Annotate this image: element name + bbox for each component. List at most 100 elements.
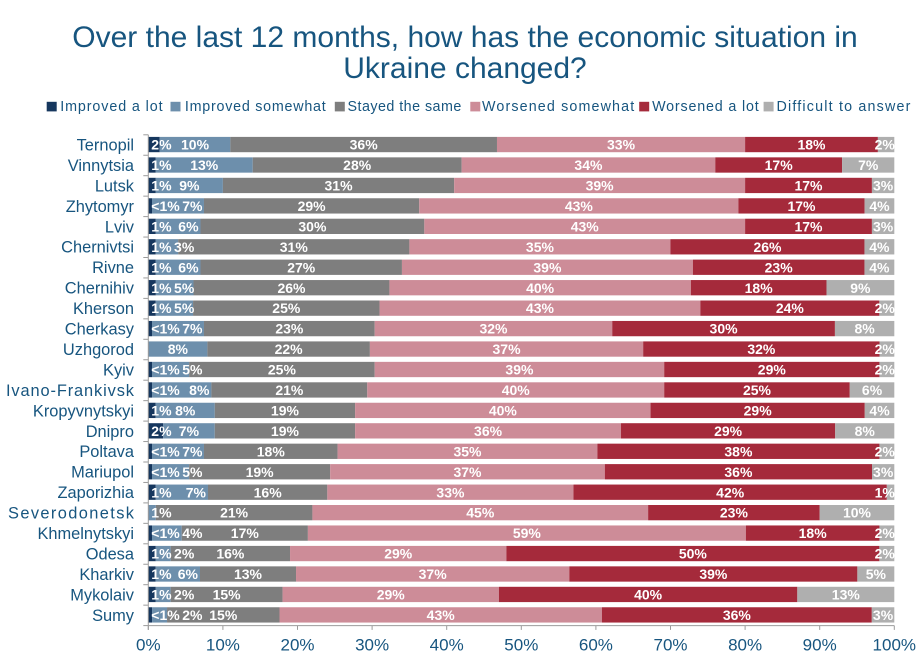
svg-text:5%: 5% bbox=[174, 280, 195, 296]
svg-text:16%: 16% bbox=[216, 546, 245, 562]
svg-text:36%: 36% bbox=[474, 423, 503, 439]
svg-text:10%: 10% bbox=[206, 635, 240, 654]
svg-text:Chernihiv: Chernihiv bbox=[65, 280, 135, 298]
svg-text:15%: 15% bbox=[209, 607, 238, 623]
svg-text:6%: 6% bbox=[178, 259, 199, 275]
svg-text:4%: 4% bbox=[869, 198, 890, 214]
svg-text:27%: 27% bbox=[287, 259, 316, 275]
svg-text:10%: 10% bbox=[843, 505, 872, 521]
svg-text:43%: 43% bbox=[526, 300, 555, 316]
svg-text:6%: 6% bbox=[862, 382, 883, 398]
svg-text:<1%: <1% bbox=[151, 607, 180, 623]
svg-text:42%: 42% bbox=[716, 484, 745, 500]
svg-text:<1%: <1% bbox=[151, 443, 180, 459]
svg-text:Chernivtsi: Chernivtsi bbox=[61, 239, 134, 257]
svg-text:32%: 32% bbox=[479, 321, 508, 337]
svg-text:29%: 29% bbox=[384, 546, 413, 562]
svg-text:10%: 10% bbox=[181, 137, 210, 153]
svg-text:17%: 17% bbox=[765, 157, 794, 173]
svg-text:26%: 26% bbox=[753, 239, 782, 255]
svg-text:23%: 23% bbox=[720, 505, 749, 521]
svg-text:45%: 45% bbox=[466, 505, 495, 521]
svg-text:2%: 2% bbox=[875, 443, 896, 459]
svg-text:2%: 2% bbox=[182, 607, 203, 623]
svg-text:17%: 17% bbox=[794, 218, 823, 234]
svg-text:5%: 5% bbox=[174, 300, 195, 316]
svg-text:Kherson: Kherson bbox=[73, 300, 134, 318]
svg-text:23%: 23% bbox=[765, 259, 794, 275]
svg-text:1%: 1% bbox=[151, 566, 172, 582]
svg-text:43%: 43% bbox=[565, 198, 594, 214]
svg-text:<1%: <1% bbox=[151, 362, 180, 378]
svg-text:3%: 3% bbox=[873, 218, 894, 234]
svg-text:33%: 33% bbox=[436, 484, 465, 500]
svg-text:33%: 33% bbox=[607, 137, 636, 153]
svg-text:Improved somewhat: Improved somewhat bbox=[185, 99, 326, 115]
svg-text:8%: 8% bbox=[855, 423, 876, 439]
svg-text:13%: 13% bbox=[234, 566, 263, 582]
svg-text:18%: 18% bbox=[799, 525, 828, 541]
svg-text:Difficult to answer: Difficult to answer bbox=[777, 99, 911, 115]
svg-text:80%: 80% bbox=[728, 635, 762, 654]
svg-text:23%: 23% bbox=[275, 321, 304, 337]
svg-text:19%: 19% bbox=[271, 402, 300, 418]
svg-text:Lutsk: Lutsk bbox=[95, 177, 135, 195]
svg-text:37%: 37% bbox=[419, 566, 448, 582]
svg-text:Over the last 12 months, how h: Over the last 12 months, how has the eco… bbox=[72, 21, 857, 54]
svg-text:Lviv: Lviv bbox=[105, 218, 135, 236]
svg-text:43%: 43% bbox=[427, 607, 456, 623]
svg-text:Khmelnytskyi: Khmelnytskyi bbox=[37, 525, 134, 543]
svg-text:9%: 9% bbox=[179, 178, 200, 194]
svg-text:2%: 2% bbox=[174, 587, 195, 603]
svg-text:40%: 40% bbox=[430, 635, 464, 654]
svg-text:Uzhgorod: Uzhgorod bbox=[63, 341, 134, 359]
svg-text:30%: 30% bbox=[298, 218, 327, 234]
svg-text:35%: 35% bbox=[526, 239, 555, 255]
svg-text:50%: 50% bbox=[504, 635, 538, 654]
svg-text:Stayed the same: Stayed the same bbox=[348, 99, 462, 115]
svg-text:90%: 90% bbox=[803, 635, 837, 654]
svg-text:21%: 21% bbox=[275, 382, 304, 398]
svg-text:37%: 37% bbox=[493, 341, 522, 357]
svg-text:2%: 2% bbox=[875, 300, 896, 316]
svg-text:29%: 29% bbox=[714, 423, 743, 439]
svg-text:1%: 1% bbox=[151, 300, 172, 316]
svg-text:29%: 29% bbox=[377, 587, 406, 603]
svg-text:2%: 2% bbox=[875, 546, 896, 562]
svg-text:19%: 19% bbox=[271, 423, 300, 439]
svg-text:9%: 9% bbox=[850, 280, 871, 296]
svg-text:40%: 40% bbox=[489, 402, 518, 418]
svg-text:28%: 28% bbox=[343, 157, 372, 173]
svg-text:16%: 16% bbox=[254, 484, 283, 500]
svg-text:Mykolaiv: Mykolaiv bbox=[70, 586, 135, 604]
svg-text:5%: 5% bbox=[182, 464, 203, 480]
svg-text:Vinnytsia: Vinnytsia bbox=[68, 157, 135, 175]
svg-text:1%: 1% bbox=[151, 402, 172, 418]
svg-text:3%: 3% bbox=[174, 239, 195, 255]
svg-text:7%: 7% bbox=[182, 198, 203, 214]
svg-text:2%: 2% bbox=[875, 341, 896, 357]
svg-text:39%: 39% bbox=[699, 566, 728, 582]
svg-text:29%: 29% bbox=[298, 198, 327, 214]
svg-text:1%: 1% bbox=[151, 239, 172, 255]
svg-text:35%: 35% bbox=[453, 443, 482, 459]
svg-text:2%: 2% bbox=[875, 525, 896, 541]
svg-text:25%: 25% bbox=[268, 362, 297, 378]
svg-text:59%: 59% bbox=[513, 525, 542, 541]
svg-text:2%: 2% bbox=[875, 362, 896, 378]
svg-text:Ukraine changed?: Ukraine changed? bbox=[343, 52, 587, 85]
svg-text:Ternopil: Ternopil bbox=[77, 136, 134, 154]
svg-text:37%: 37% bbox=[453, 464, 482, 480]
svg-text:31%: 31% bbox=[325, 178, 354, 194]
svg-text:34%: 34% bbox=[574, 157, 603, 173]
svg-text:17%: 17% bbox=[231, 525, 260, 541]
svg-text:Poltava: Poltava bbox=[79, 443, 135, 461]
svg-text:13%: 13% bbox=[832, 587, 861, 603]
svg-text:8%: 8% bbox=[168, 341, 189, 357]
svg-text:3%: 3% bbox=[873, 464, 894, 480]
svg-text:<1%: <1% bbox=[151, 464, 180, 480]
svg-text:0%: 0% bbox=[136, 635, 161, 654]
svg-text:30%: 30% bbox=[355, 635, 389, 654]
svg-text:7%: 7% bbox=[858, 157, 879, 173]
svg-text:36%: 36% bbox=[723, 607, 752, 623]
